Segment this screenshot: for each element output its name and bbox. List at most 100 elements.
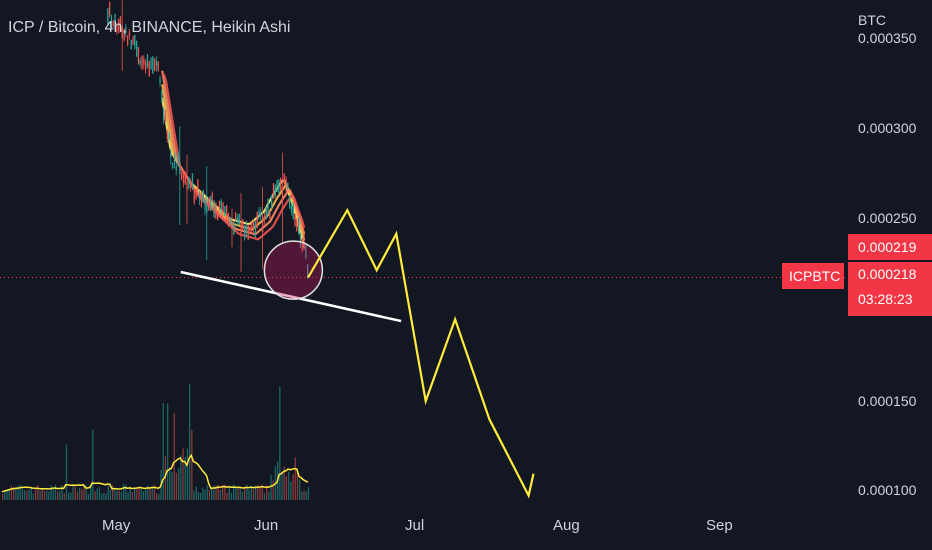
candle-body [267, 198, 269, 215]
volume-bar [96, 488, 98, 500]
candle-body [281, 186, 284, 202]
candle-body [272, 183, 275, 199]
volume-bar [15, 487, 17, 500]
candle-body [145, 61, 147, 71]
y-tick-label: 0.000300 [858, 120, 917, 136]
volume-bar [17, 485, 19, 500]
candle-body [119, 16, 122, 31]
candle-body [209, 196, 212, 211]
candle-body [240, 221, 242, 237]
candle-body [141, 55, 143, 70]
volume-bar [19, 484, 21, 500]
candle-body [191, 173, 194, 189]
volume-bar [270, 474, 272, 500]
candle-body [242, 219, 244, 230]
volume-moving-average-line [1, 453, 309, 493]
candle-body [298, 217, 300, 235]
volume-bar [153, 485, 156, 500]
candle-body [305, 243, 307, 260]
candle-body [227, 212, 230, 227]
volume-bar [90, 484, 92, 500]
volume-bar [127, 492, 129, 500]
y-tick-label: 0.000250 [858, 210, 917, 226]
volume-bar [87, 493, 90, 500]
volume-bar [197, 491, 200, 500]
support-trendline[interactable] [180, 270, 402, 323]
candle-body [188, 176, 190, 189]
volume-bar [120, 492, 123, 500]
candle-body [271, 194, 273, 209]
candle-body [173, 155, 176, 164]
volume-bar [2, 493, 4, 500]
volume-bar [52, 488, 54, 500]
volume-bar [211, 488, 213, 500]
projection-zigzag-path[interactable] [307, 207, 535, 499]
candle-body [290, 206, 293, 213]
highlight-circle[interactable] [263, 240, 324, 300]
candle-body [116, 24, 118, 32]
candle-body [276, 180, 278, 192]
candle-body [159, 78, 161, 84]
volume-bar [94, 491, 96, 500]
candle-body [112, 21, 114, 26]
chart-title: ICP / Bitcoin, 4h, BINANCE, Heikin Ashi [8, 19, 291, 36]
volume-bar [268, 492, 270, 500]
volume-bar [138, 486, 140, 500]
volume-bar [230, 492, 233, 500]
volume-bar [162, 402, 164, 500]
volume-bar [294, 457, 296, 500]
x-tick-label: Sep [706, 517, 733, 534]
candle-body [154, 58, 156, 72]
volume-bar [30, 488, 32, 500]
candle-body [114, 13, 116, 30]
candle-body [229, 217, 231, 225]
volume-bar [228, 485, 230, 500]
volume-bar [248, 489, 250, 500]
candle-body [224, 206, 226, 216]
volume-bar [10, 485, 13, 500]
candle-body [256, 211, 258, 229]
candle-body [303, 233, 305, 251]
volume-bar [21, 488, 24, 500]
candle-body [254, 221, 257, 238]
volume-bar [79, 487, 81, 500]
volume-bar [145, 489, 147, 500]
volume-bar [156, 493, 158, 500]
volume-bar [178, 468, 180, 500]
volume-bar [151, 486, 153, 500]
candle-body [296, 218, 298, 232]
candle-body [215, 202, 217, 219]
volume-bar [24, 490, 26, 500]
candle-body [226, 205, 228, 223]
candle-body [164, 109, 167, 123]
candle-body [170, 153, 172, 159]
x-tick-label: Jul [405, 517, 425, 534]
volume-bar [149, 487, 151, 500]
candle-body [109, 1, 111, 16]
volume-bar [107, 484, 109, 500]
candle-body [213, 200, 215, 218]
volume-bar [285, 476, 288, 500]
volume-bar [195, 486, 197, 500]
volume-bar [41, 488, 43, 500]
volume-bar [83, 485, 85, 500]
candle-body [121, 26, 123, 39]
volume-bar [171, 471, 173, 500]
volume-bar [63, 493, 65, 500]
candle-body [222, 202, 224, 214]
candle-body [258, 210, 260, 216]
candle-body [244, 225, 246, 239]
candle-body [247, 224, 249, 240]
volume-bar [114, 489, 116, 500]
volume-bar [46, 490, 48, 500]
candle-body [199, 193, 201, 201]
volume-bar [50, 485, 52, 500]
candle-body [175, 166, 177, 171]
candle-body [265, 206, 267, 220]
candle-body [136, 40, 138, 57]
candle-body [110, 14, 113, 29]
candle-body [172, 163, 174, 169]
volume-bar [226, 492, 228, 500]
candle-body [253, 222, 255, 229]
